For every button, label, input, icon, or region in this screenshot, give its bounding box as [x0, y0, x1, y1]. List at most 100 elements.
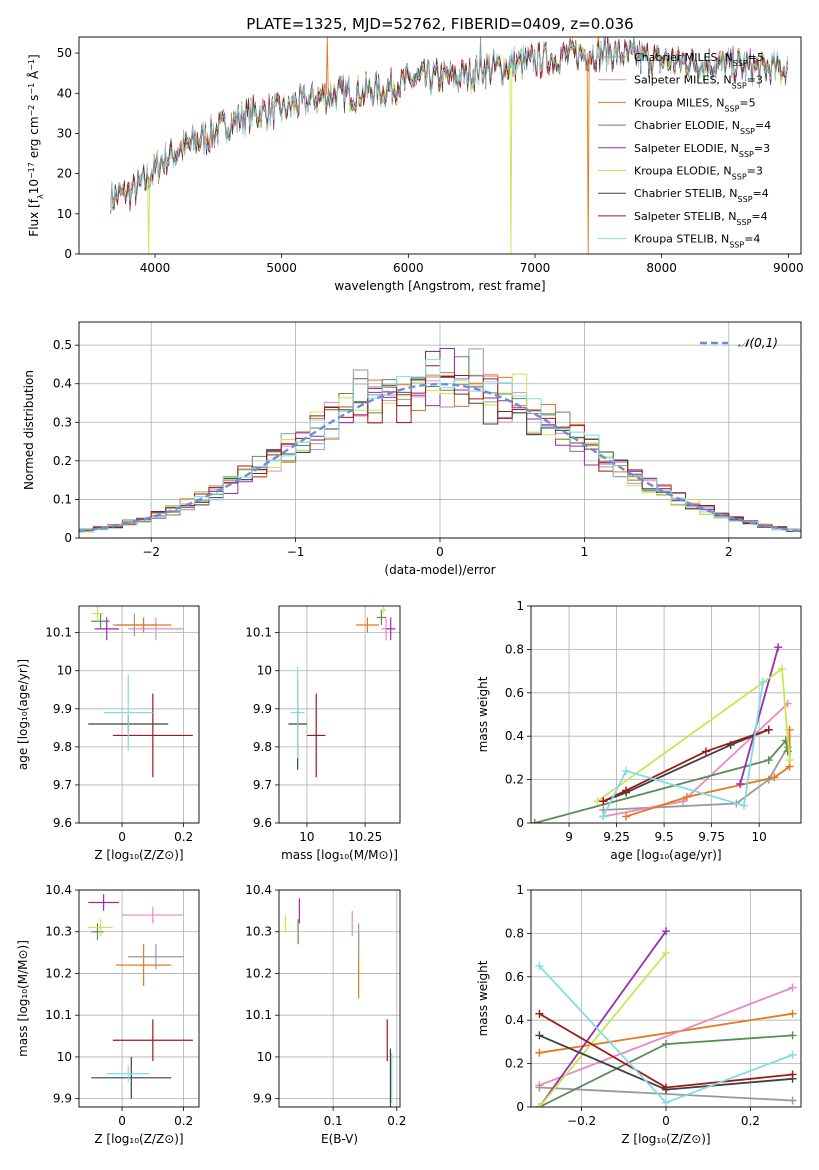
weight_vs_Z-marker-salpeter_stelib [662, 1083, 670, 1092]
weight_vs_age-ytick-label: 0.8 [505, 642, 524, 656]
spectrum-ytick-label: 0 [64, 247, 72, 261]
age_vs_mass-ytick-label: 9.9 [253, 702, 272, 716]
hist-legend-label: 𝒩(0,1) [738, 336, 778, 350]
weight_vs_age-marker-kroupa_miles [682, 792, 691, 801]
weight_vs_age-line-chabrier_miles [603, 746, 789, 811]
mass_vs_Z-plot-area [88, 894, 193, 1099]
legend-label-chabrier_elodie: Chabrier ELODIE, NSSP=4 [634, 119, 771, 136]
weight_vs_Z-axes: −0.2 0 0.2 0 0.2 0.4 0.6 0.8 1 Z [log₁₀(Z/Z⊙)] mas… [476, 883, 802, 1146]
weight_vs_age-ytick-label: 1 [516, 599, 524, 613]
weight_vs_Z-line-salpeter_elodie [538, 930, 667, 1107]
mass_vs_ebv-ytick-label: 10.3 [245, 925, 272, 939]
residual_hist-ytick-label: 0 [64, 531, 72, 545]
weight_vs_Z-ytick-label: 0.4 [505, 1013, 524, 1027]
weight_vs_Z-marker-chabrier_stelib [535, 1031, 544, 1040]
age_vs_Z-ylabel: age [log₁₀(age/yr)] [16, 659, 30, 770]
age_vs_mass-ytick-label: 9.8 [253, 740, 272, 754]
residual_hist-plot-area [79, 348, 801, 534]
weight_vs_Z-marker-kroupa_stelib [788, 1050, 797, 1059]
residual_hist-xtick-label: 1 [581, 545, 589, 559]
age_vs_mass-ytick-label: 10.1 [245, 626, 272, 640]
legend-label-kroupa_elodie: Kroupa ELODIE, NSSP=3 [634, 165, 763, 182]
weight_vs_Z-ytick-label: 0.2 [505, 1057, 524, 1071]
mass_vs_ebv-ytick-label: 10.1 [245, 1008, 272, 1022]
mass_vs_ebv-ytick-label: 10.4 [245, 883, 272, 897]
age_vs_mass-ytick-label: 9.6 [253, 816, 272, 830]
spectrum-line-kroupa_stelib [110, 37, 789, 211]
mass_vs_Z-xlabel: Z [log₁₀(Z/Z⊙)] [94, 1132, 183, 1146]
weight_vs_age-marker-salpeter_stelib [622, 786, 631, 795]
age_vs_Z-plot-area [88, 606, 193, 778]
spectrum-line-chabrier_stelib [110, 38, 789, 210]
spectrum-feature [586, 53, 590, 254]
mass_vs_ebv-xtick-label: 0.1 [324, 1114, 343, 1128]
weight_vs_age-plot-area [531, 643, 794, 823]
weight_vs_age-line-kroupa_miles [625, 729, 791, 818]
weight_vs_Z-ylabel: mass weight [476, 960, 490, 1036]
weight_vs_age-line-kroupa_elodie [596, 667, 791, 803]
mass_vs_Z-ytick-label: 10 [57, 1050, 72, 1064]
weight_vs_age-xtick-label: 9.25 [603, 830, 630, 844]
age_vs_mass-xtick-label: 10 [299, 830, 314, 844]
weight_vs_age-axes: 9 9.25 9.5 9.75 10 0 0.2 0.4 0.6 0.8 1 age [log₁₀(a… [476, 599, 802, 862]
weight_vs_Z-marker-salpeter_miles [788, 983, 797, 992]
weight_vs_Z-ytick-label: 0.6 [505, 970, 524, 984]
age_vs_mass-plot-area [288, 606, 396, 778]
weight_vs_age-ytick-label: 0 [516, 816, 524, 830]
age_vs_Z-ytick-label: 9.9 [53, 702, 72, 716]
weight_vs_Z-line-chabrier_miles [539, 1086, 793, 1102]
age_vs_mass-ytick-label: 10 [257, 664, 272, 678]
spectrum-xtick-label: 6000 [393, 261, 424, 275]
weight_vs_age-marker-kroupa_miles [770, 773, 779, 782]
legend-label-salpeter_miles: Salpeter MILES, NSSP=3 [634, 74, 763, 91]
hist-steps-kroupa_elodie [79, 373, 801, 534]
weight_vs_age-ytick-label: 0.4 [505, 729, 524, 743]
weight_vs_age-xtick-label: 9.75 [698, 830, 725, 844]
figure-title: PLATE=1325, MJD=52762, FIBERID=0409, z=0… [246, 15, 633, 33]
spectrum-xtick-label: 7000 [520, 261, 551, 275]
residual_hist-xtick-label: −2 [142, 545, 160, 559]
weight_vs_Z-line-kroupa_elodie [538, 952, 667, 1107]
age_vs_mass-ytick-label: 9.7 [253, 778, 272, 792]
spectrum-feature [479, 37, 482, 71]
mass_vs_Z-ytick-label: 10.2 [45, 966, 72, 980]
weight_vs_Z-ytick-label: 0.8 [505, 926, 524, 940]
residual_hist-xlabel: (data-model)/error [384, 563, 495, 577]
weight_vs_Z-marker-chabrier_miles [535, 1083, 544, 1092]
residual_hist-axes: −2 −1 0 1 2 0 0.1 0.2 0.3 0.4 0.5 (data-model)/erro… [22, 321, 802, 577]
residual_hist-ytick-label: 0.4 [53, 377, 72, 391]
residual_hist-ytick-label: 0.2 [53, 454, 72, 468]
weight_vs_age-ylabel: mass weight [476, 676, 490, 752]
mass_vs_Z-ytick-label: 9.9 [53, 1092, 72, 1106]
normal-reference-curve [79, 382, 801, 533]
legend-label-kroupa_miles: Kroupa MILES, NSSP=5 [634, 96, 756, 113]
residual_hist-ylabel: Normed distribution [22, 370, 36, 490]
age_vs_Z-ytick-label: 9.7 [53, 778, 72, 792]
weight_vs_age-marker-salpeter_stelib [701, 747, 710, 756]
weight_vs_age-line-kroupa_stelib [602, 681, 764, 817]
age_vs_Z-ytick-label: 10.1 [45, 626, 72, 640]
residual_hist-xtick-label: 2 [725, 545, 733, 559]
mass_vs_ebv-xlabel: E(B-V) [321, 1132, 358, 1146]
spectrum-xtick-label: 4000 [140, 261, 171, 275]
mass_vs_ebv-xtick-label: 0.2 [387, 1114, 406, 1128]
weight_vs_age-marker-chabrier_elodie [783, 747, 792, 756]
residual_hist-xtick-label: −1 [287, 545, 305, 559]
mass_vs_ebv-ytick-label: 10 [257, 1050, 272, 1064]
mass_vs_ebv-axes: 0.1 0.2 9.9 10 10.1 10.2 10.3 10.4 E(B-V) [245, 883, 406, 1146]
spectrum-feature [147, 177, 151, 254]
weight_vs_Z-line-kroupa_miles [539, 1012, 793, 1054]
residual_hist-ytick-label: 0.5 [53, 338, 72, 352]
spectrum-ytick-label: 40 [57, 86, 72, 100]
weight_vs_age-marker-kroupa_elodie [777, 664, 786, 673]
spectrum-ytick-label: 30 [57, 126, 72, 140]
weight_vs_Z-marker-kroupa_miles [535, 1048, 544, 1057]
residual_hist-ytick-label: 0.3 [53, 415, 72, 429]
legend-label-chabrier_miles: Chabrier MILES, NSSP=5 [634, 51, 764, 68]
weight_vs_Z-marker-kroupa_elodie [535, 1103, 544, 1107]
weight_vs_age-marker-kroupa_stelib [758, 677, 767, 686]
weight_vs_age-line-salpeter_elodie [739, 646, 780, 785]
legend-label-chabrier_stelib: Chabrier STELIB, NSSP=4 [634, 187, 769, 204]
weight_vs_Z-marker-kroupa_elodie [662, 948, 670, 957]
